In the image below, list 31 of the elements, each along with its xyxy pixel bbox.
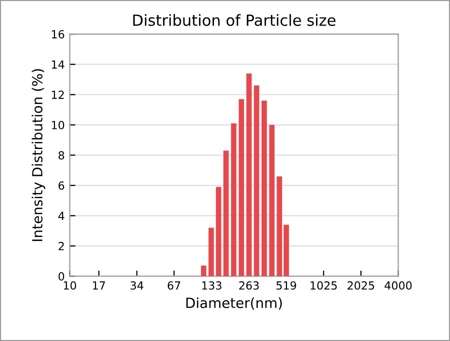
x-tick-label: 67 — [168, 281, 180, 290]
x-tick-label: 17 — [92, 281, 105, 290]
bar — [238, 99, 244, 276]
x-tick-label: 1025 — [310, 281, 337, 290]
x-tick-label: 519 — [276, 281, 296, 290]
chart-title: Distribution of Particle size — [133, 14, 336, 26]
x-axis-title: Diameter(nm) — [186, 297, 282, 310]
x-tick-label: 263 — [239, 281, 259, 290]
bar — [231, 123, 236, 276]
y-tick-label: 16 — [52, 30, 64, 38]
bar — [246, 73, 252, 276]
bar — [223, 150, 229, 276]
x-tick-label: 2025 — [348, 281, 374, 290]
bar — [208, 228, 214, 276]
y-tick-label: 0 — [58, 272, 64, 281]
y-tick-label: 12 — [52, 90, 64, 99]
y-axis-title: Intensity Distribution (%) — [32, 69, 46, 241]
bar — [269, 124, 275, 276]
y-tick-label: 14 — [52, 60, 64, 69]
y-tick-label: 6 — [58, 181, 64, 190]
bar — [254, 86, 260, 276]
x-tick-label: 34 — [130, 281, 144, 290]
bar — [262, 100, 267, 276]
bar — [201, 266, 206, 276]
y-tick-label: 10 — [52, 120, 64, 130]
bar — [216, 186, 222, 276]
y-tick-label: 8 — [58, 151, 64, 160]
x-tick-label: 4000 — [384, 281, 412, 290]
y-tick-label: 4 — [58, 212, 64, 220]
y-tick-label: 2 — [58, 242, 64, 250]
x-tick-label: 133 — [202, 281, 222, 290]
